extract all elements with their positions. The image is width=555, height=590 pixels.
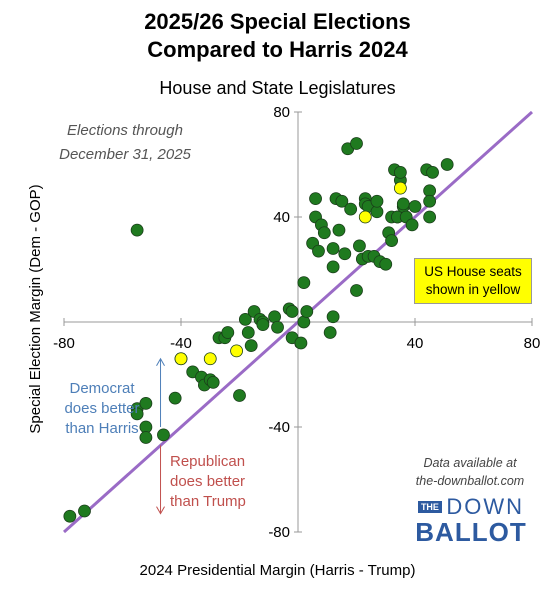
data-point (238, 312, 252, 326)
y-tick-label: -80 (268, 524, 290, 541)
us-house-data-point (230, 344, 243, 358)
data-point (393, 165, 407, 179)
data-point (78, 504, 91, 518)
data-point (350, 137, 363, 150)
y-tick-label: 80 (273, 104, 290, 121)
chart-subtitle: House and State Legislatures (159, 78, 396, 98)
data-point (326, 242, 340, 255)
data-point (353, 239, 366, 253)
chart-title-line-2: Compared to Harris 2024 (147, 37, 408, 62)
data-point (300, 305, 314, 318)
data-point (130, 223, 144, 237)
data-point (423, 210, 437, 224)
data-point (338, 247, 352, 261)
data-point (297, 315, 311, 329)
data-point (385, 234, 399, 248)
data-point (326, 310, 340, 324)
data-point (309, 192, 322, 206)
y-tick-label: 40 (273, 209, 290, 226)
x-axis-label: 2024 Presidential Margin (Harris - Trump… (139, 562, 416, 579)
data-point (206, 375, 220, 389)
data-point (405, 218, 419, 232)
data-point (335, 194, 349, 208)
data-point (426, 165, 439, 179)
data-point (294, 336, 308, 350)
chart-title: 2025/26 Special Elections Compared to Ha… (0, 8, 555, 64)
data-point (344, 202, 358, 216)
data-point (332, 223, 346, 237)
data-point (139, 431, 153, 444)
y-tick-label: -40 (268, 419, 290, 436)
axes-layer: -80-40040808040-40-80 (53, 104, 540, 541)
data-point (396, 197, 410, 211)
data-point (139, 396, 153, 410)
data-point (130, 407, 144, 421)
data-point (350, 284, 363, 297)
data-point (312, 244, 325, 258)
democrat-better-note: Democrat does better than Harris (64, 380, 140, 437)
data-point (370, 194, 384, 208)
data-point (323, 326, 337, 339)
data-point (317, 226, 331, 240)
annotation-arrows-layer (156, 357, 165, 515)
data-point (326, 260, 340, 274)
chart-title-line-1: 2025/26 Special Elections (144, 9, 411, 34)
data-point (271, 320, 284, 334)
points-layer (63, 137, 454, 523)
us-house-data-point (174, 352, 188, 366)
data-point (63, 509, 77, 523)
us-house-data-point (203, 352, 217, 366)
logo-down: DOWN (446, 494, 525, 519)
data-point (241, 326, 255, 339)
x-tick-label: -40 (170, 335, 192, 352)
logo-ballot: BALLOT (415, 517, 527, 547)
data-point (408, 200, 422, 213)
data-point (244, 339, 258, 353)
x-tick-label: 40 (407, 335, 424, 352)
data-point (423, 194, 437, 208)
democrat-arrow-head (156, 357, 165, 366)
down-ballot-logo: THE DOWN BALLOT (412, 494, 530, 547)
x-tick-label: 80 (524, 335, 541, 352)
logo-the: THE (417, 501, 442, 513)
us-house-data-point (358, 210, 372, 224)
republican-better-note: Republican does better than Trump (170, 453, 246, 510)
data-point (379, 257, 393, 271)
data-point (256, 318, 270, 332)
us-house-legend-box: US House seats shown in yellow (414, 258, 532, 304)
data-point (157, 428, 170, 442)
us-house-data-point (393, 181, 407, 195)
republican-arrow-head (156, 506, 165, 515)
data-point (268, 310, 282, 324)
x-tick-label: -80 (53, 335, 75, 352)
data-point (233, 389, 246, 402)
data-point (440, 158, 454, 171)
data-point (285, 305, 299, 318)
data-point (297, 276, 311, 290)
data-point (221, 326, 235, 339)
data-source-note: Data available at the-downballot.com (415, 456, 525, 488)
elections-through-note: Elections through December 31, 2025 (59, 122, 191, 163)
data-point (168, 391, 182, 405)
